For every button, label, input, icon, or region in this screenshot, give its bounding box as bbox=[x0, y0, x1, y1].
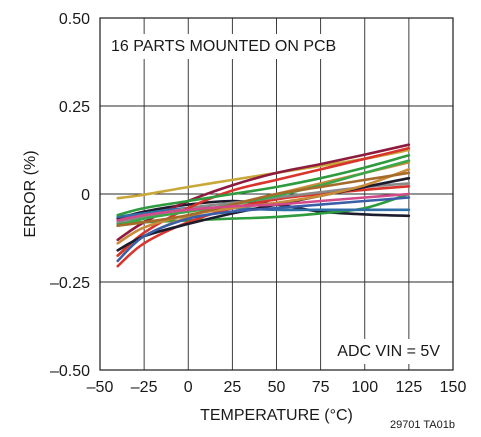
annotation-box-top-left bbox=[107, 34, 341, 59]
series-line-11 bbox=[116, 159, 411, 227]
y-tick-labels: –0.50 –0.25 0 0.25 0.50 bbox=[50, 11, 90, 380]
y-tick-label: 0.25 bbox=[59, 99, 90, 116]
x-tick-label: 100 bbox=[351, 379, 378, 396]
series-line-10 bbox=[116, 154, 411, 217]
annotation-box-bottom-right bbox=[333, 339, 445, 364]
y-tick-label: 0.50 bbox=[59, 11, 90, 28]
series-line-15 bbox=[116, 171, 411, 227]
series-line-9 bbox=[116, 146, 411, 257]
series-line-13 bbox=[116, 196, 411, 263]
series-line-5 bbox=[116, 185, 411, 268]
y-tick-label: 0 bbox=[81, 187, 90, 204]
x-tick-label: 0 bbox=[184, 379, 193, 396]
annotation-adc-vin: ADC VIN = 5V bbox=[337, 343, 440, 360]
x-tick-label: 125 bbox=[396, 379, 423, 396]
y-axis-title: ERROR (%) bbox=[22, 150, 39, 237]
x-tick-label: 25 bbox=[223, 379, 241, 396]
x-tick-label: –50 bbox=[87, 379, 114, 396]
series-line-16 bbox=[116, 192, 411, 222]
series-group bbox=[116, 143, 411, 268]
y-tick-label: –0.50 bbox=[50, 363, 90, 380]
figure-code: 29701 TA01b bbox=[390, 419, 455, 431]
y-tick-label: –0.25 bbox=[50, 275, 90, 292]
annotation-parts-mounted: 16 PARTS MOUNTED ON PCB bbox=[111, 38, 336, 55]
x-tick-labels: –50 –25 0 25 50 75 100 125 150 bbox=[87, 379, 467, 396]
x-axis-title: TEMPERATURE (°C) bbox=[200, 407, 353, 424]
x-tick-label: 150 bbox=[440, 379, 467, 396]
x-tick-label: 50 bbox=[268, 379, 286, 396]
plot-frame bbox=[99, 17, 454, 371]
x-tick-label: 75 bbox=[312, 379, 330, 396]
x-tick-label: –25 bbox=[131, 379, 158, 396]
